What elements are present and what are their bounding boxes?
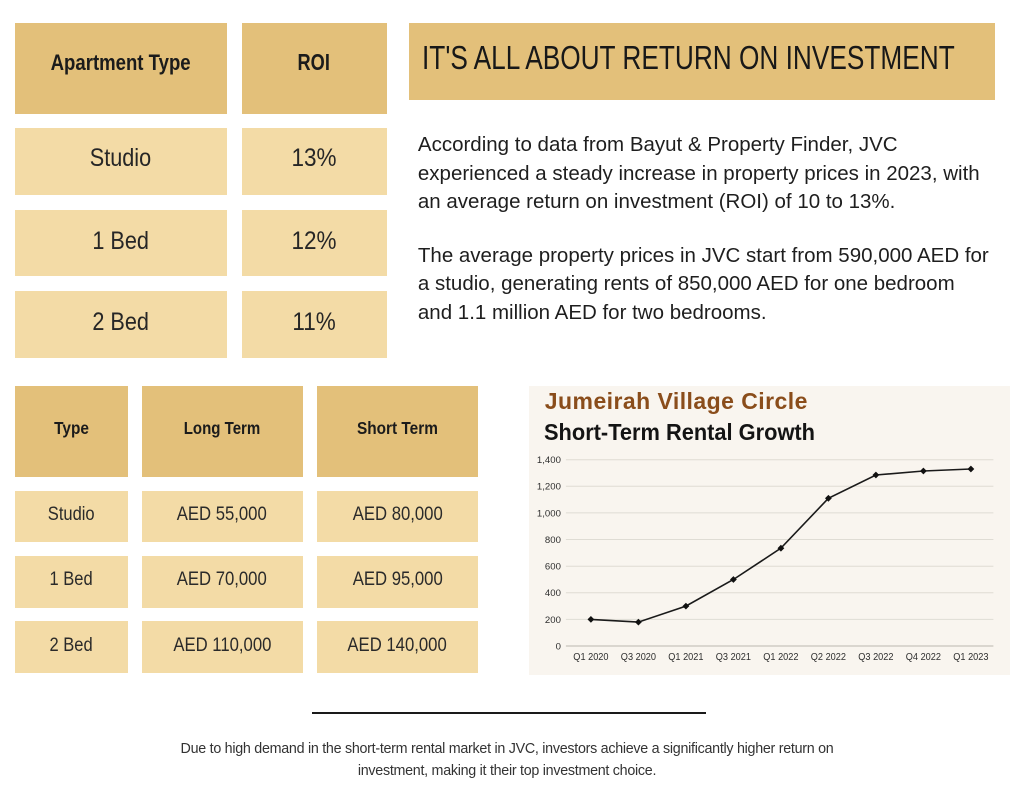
- svg-text:Q3 2021: Q3 2021: [715, 652, 751, 663]
- svg-text:Q1 2021: Q1 2021: [668, 652, 704, 663]
- svg-text:1,000: 1,000: [537, 509, 561, 520]
- svg-text:800: 800: [545, 535, 561, 546]
- svg-text:0: 0: [555, 642, 560, 653]
- svg-text:Q1 2022: Q1 2022: [763, 652, 799, 663]
- svg-text:Q1 2020: Q1 2020: [573, 652, 609, 663]
- svg-text:1,400: 1,400: [537, 455, 561, 466]
- svg-text:Q1 2023: Q1 2023: [953, 652, 989, 663]
- svg-text:600: 600: [545, 562, 561, 573]
- svg-text:200: 200: [545, 615, 561, 626]
- svg-text:Q3 2022: Q3 2022: [858, 652, 894, 663]
- svg-text:Q2 2022: Q2 2022: [810, 652, 846, 663]
- svg-text:400: 400: [545, 588, 561, 599]
- svg-text:Q3 2020: Q3 2020: [620, 652, 656, 663]
- svg-text:1,200: 1,200: [537, 482, 561, 493]
- svg-text:Q4 2022: Q4 2022: [905, 652, 941, 663]
